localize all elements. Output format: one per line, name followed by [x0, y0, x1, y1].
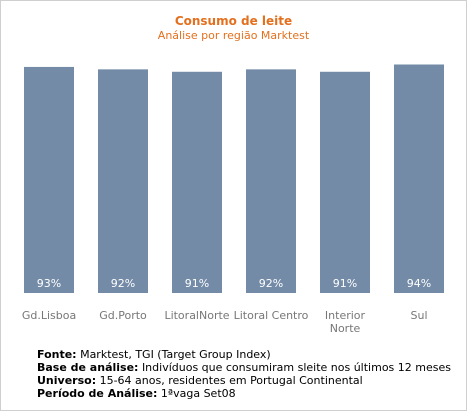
bar-value-label-0: 93% — [37, 277, 61, 290]
category-label-0: Gd.Lisboa — [22, 309, 76, 322]
note-universe-text: 15-64 anos, residentes em Portugal Conti… — [99, 374, 363, 387]
chart-title: Consumo de leite — [174, 14, 293, 28]
note-base-text: Indivíduos que consumiram sleite nos últ… — [141, 361, 451, 374]
bar-4 — [320, 71, 370, 294]
bar-value-label-1: 92% — [111, 277, 135, 290]
note-period-label: Período de Análise: — [37, 387, 158, 400]
bar-1 — [98, 69, 148, 294]
bar-value-label-5: 94% — [407, 277, 431, 290]
note-period-text: 1ªvaga Set08 — [160, 387, 236, 400]
bar-value-label-4: 91% — [333, 277, 357, 290]
note-universe: Universo: 15-64 anos, residentes em Port… — [37, 374, 451, 387]
notes-block: Fonte: Marktest, TGI (Target Group Index… — [37, 348, 451, 400]
bar-value-label-2: 91% — [185, 277, 209, 290]
note-source: Fonte: Marktest, TGI (Target Group Index… — [37, 348, 451, 361]
category-label-1: Gd.Porto — [99, 309, 147, 322]
category-label-4-0: Interior — [325, 309, 366, 322]
bar-2 — [172, 71, 222, 294]
note-source-text: Marktest, TGI (Target Group Index) — [80, 348, 271, 361]
bar-3 — [246, 69, 296, 294]
bar-5 — [394, 64, 444, 294]
bar-0 — [24, 66, 74, 294]
category-label-4-1: Norte — [330, 322, 361, 335]
note-base: Base de análise: Indivíduos que consumir… — [37, 361, 451, 374]
category-label-5: Sul — [410, 309, 427, 322]
bar-chart: 93% Gd.Lisboa 92% Gd.Porto 91% LitoralNorte 92… — [22, 64, 444, 335]
note-universe-label: Universo: — [37, 374, 97, 387]
note-base-label: Base de análise: — [37, 361, 139, 374]
bar-value-label-3: 92% — [259, 277, 283, 290]
category-label-2: LitoralNorte — [164, 309, 229, 322]
note-source-label: Fonte: — [37, 348, 77, 361]
category-label-3: Litoral Centro — [234, 309, 309, 322]
note-period: Período de Análise: 1ªvaga Set08 — [37, 387, 451, 400]
chart-subtitle: Análise por região Marktest — [157, 29, 310, 42]
